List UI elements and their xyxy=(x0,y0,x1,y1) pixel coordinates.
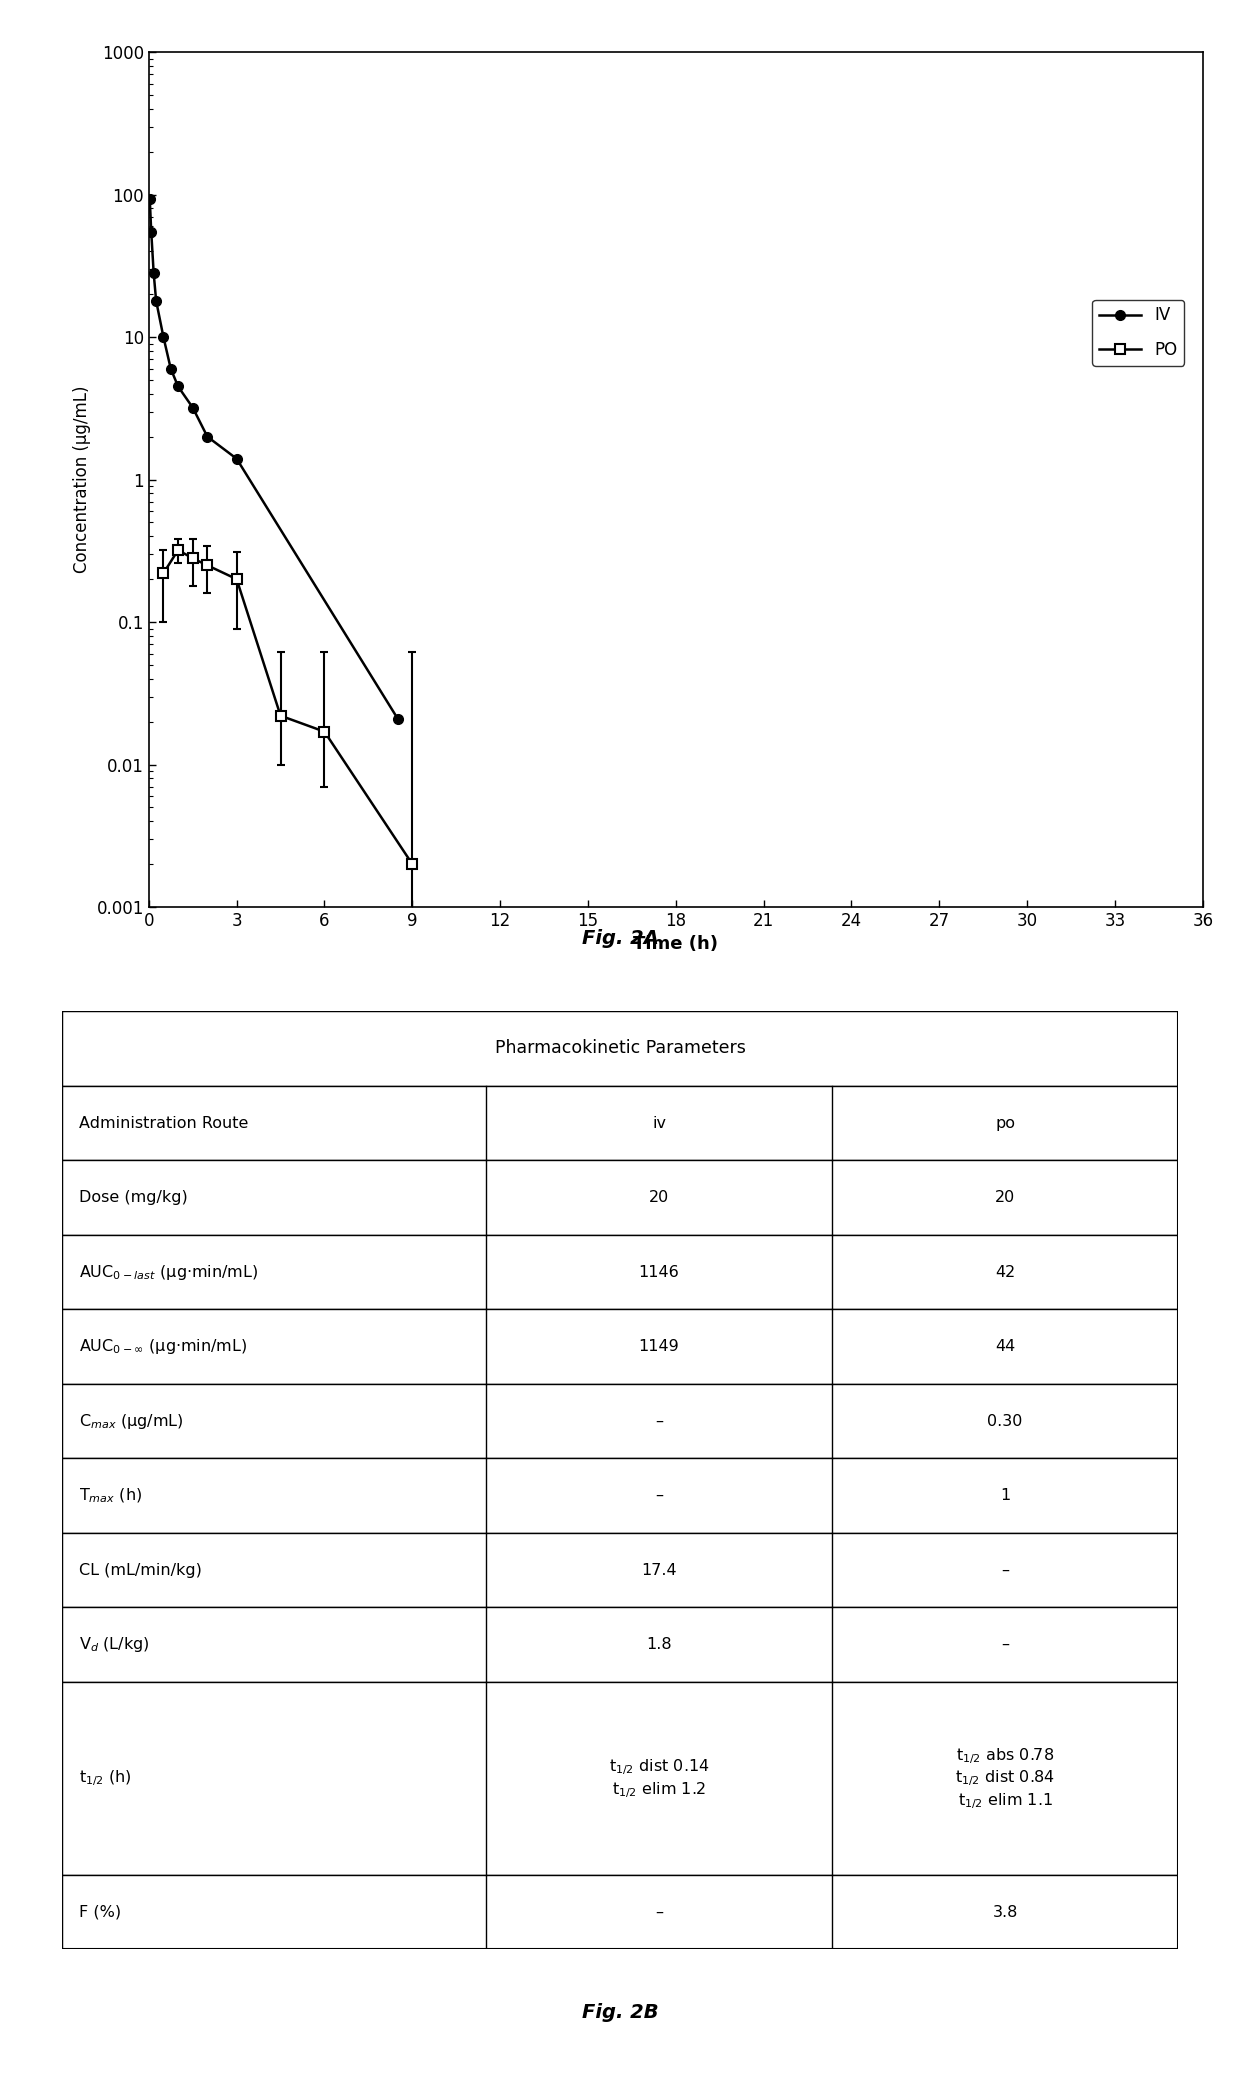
Text: 1: 1 xyxy=(999,1489,1011,1503)
Legend: IV, PO: IV, PO xyxy=(1092,300,1184,365)
Text: 0.30: 0.30 xyxy=(987,1414,1023,1428)
Text: –: – xyxy=(1001,1637,1009,1651)
Text: –: – xyxy=(655,1489,663,1503)
Bar xyxy=(62,1086,1178,1159)
Bar xyxy=(62,1457,1178,1532)
Bar xyxy=(62,1384,1178,1457)
Text: 1149: 1149 xyxy=(639,1339,680,1353)
Bar xyxy=(62,1159,1178,1234)
Bar xyxy=(62,1234,1178,1309)
Text: T$_{max}$ (h): T$_{max}$ (h) xyxy=(79,1487,141,1505)
Text: 1.8: 1.8 xyxy=(646,1637,672,1651)
Text: iv: iv xyxy=(652,1115,666,1130)
Text: Pharmacokinetic Parameters: Pharmacokinetic Parameters xyxy=(495,1040,745,1057)
Text: 44: 44 xyxy=(994,1339,1016,1353)
Text: 20: 20 xyxy=(994,1191,1016,1205)
Text: 3.8: 3.8 xyxy=(992,1906,1018,1920)
Bar xyxy=(62,1608,1178,1683)
Text: Fig. 2B: Fig. 2B xyxy=(582,2002,658,2022)
Bar xyxy=(62,1011,1178,1086)
Text: AUC$_{0-last}$ (μg·min/mL): AUC$_{0-last}$ (μg·min/mL) xyxy=(79,1264,258,1282)
Bar xyxy=(62,1532,1178,1608)
Text: –: – xyxy=(655,1414,663,1428)
Text: t$_{1/2}$ dist 0.14
t$_{1/2}$ elim 1.2: t$_{1/2}$ dist 0.14 t$_{1/2}$ elim 1.2 xyxy=(609,1758,709,1799)
Text: Dose (mg/kg): Dose (mg/kg) xyxy=(79,1191,187,1205)
Text: Administration Route: Administration Route xyxy=(79,1115,248,1130)
Text: –: – xyxy=(655,1906,663,1920)
Text: C$_{max}$ (μg/mL): C$_{max}$ (μg/mL) xyxy=(79,1412,184,1430)
Text: 1146: 1146 xyxy=(639,1266,680,1280)
Bar xyxy=(62,1874,1178,1949)
Bar xyxy=(62,1683,1178,1874)
Text: CL (mL/min/kg): CL (mL/min/kg) xyxy=(79,1564,202,1578)
Text: 42: 42 xyxy=(994,1266,1016,1280)
X-axis label: Time (h): Time (h) xyxy=(634,936,718,953)
Y-axis label: Concentration (μg/mL): Concentration (μg/mL) xyxy=(73,386,91,573)
Text: AUC$_{0-∞}$ (μg·min/mL): AUC$_{0-∞}$ (μg·min/mL) xyxy=(79,1336,247,1355)
Text: Fig. 2A: Fig. 2A xyxy=(582,928,658,949)
Text: 20: 20 xyxy=(649,1191,670,1205)
Text: V$_{d}$ (L/kg): V$_{d}$ (L/kg) xyxy=(79,1635,149,1653)
Text: t$_{1/2}$ abs 0.78
t$_{1/2}$ dist 0.84
t$_{1/2}$ elim 1.1: t$_{1/2}$ abs 0.78 t$_{1/2}$ dist 0.84 t… xyxy=(955,1745,1055,1812)
Text: F (%): F (%) xyxy=(79,1906,120,1920)
Text: –: – xyxy=(1001,1564,1009,1578)
Bar xyxy=(62,1309,1178,1384)
Text: po: po xyxy=(994,1115,1016,1130)
Text: t$_{1/2}$ (h): t$_{1/2}$ (h) xyxy=(79,1768,131,1789)
Text: 17.4: 17.4 xyxy=(641,1564,677,1578)
